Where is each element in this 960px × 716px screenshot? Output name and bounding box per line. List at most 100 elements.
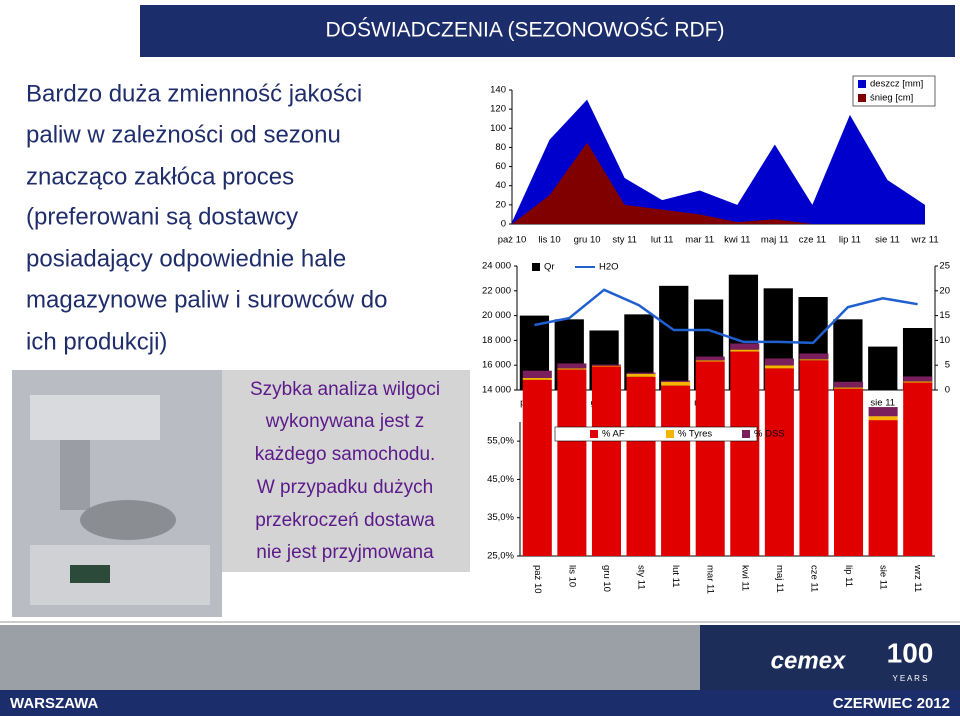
legend-label: % DSS — [754, 429, 785, 440]
bar-segment — [522, 370, 552, 378]
bar-segment — [799, 360, 829, 556]
legend-label: Qr — [544, 262, 555, 273]
y2-tick-label: 20 — [939, 285, 950, 296]
y-tick-label: 40 — [495, 180, 506, 191]
bar-segment — [626, 372, 656, 374]
bar-segment — [626, 376, 656, 556]
y-tick-label: 16 000 — [482, 360, 511, 371]
bar — [833, 319, 863, 390]
bar-segment — [868, 416, 898, 421]
y-tick-label: 140 — [490, 85, 506, 96]
logo: cemex — [771, 647, 847, 674]
bar-segment — [903, 382, 933, 556]
chart: 25,0% 35,0% 45,0% 55,0% paż 10 lis 10 gru 10 st… — [487, 343, 935, 594]
legend-box — [852, 75, 936, 107]
text-line: nie jest przyjmowana — [256, 542, 434, 563]
y-tick-label: 18 000 — [482, 335, 511, 346]
y-tick-label: 120 — [490, 104, 506, 115]
footer-bar — [0, 690, 960, 716]
bar-segment — [591, 365, 621, 367]
legend-swatch — [858, 94, 866, 102]
note-box — [222, 370, 470, 572]
text-line: wykonywana jest z — [265, 411, 424, 432]
y-tick-label: 80 — [495, 142, 506, 153]
text-line: każdego samochodu. — [255, 444, 436, 465]
x-tick-label: sie 11 — [878, 565, 889, 590]
bar-segment — [834, 387, 864, 389]
y2-tick-label: 10 — [939, 335, 950, 346]
x-tick-label: cze 11 — [799, 235, 826, 246]
x-tick-label: lis 10 — [538, 235, 560, 246]
y-tick-label: 45,0% — [487, 474, 514, 485]
bar-segment — [764, 358, 794, 366]
bar — [868, 346, 898, 390]
y2-tick-label: 5 — [945, 360, 950, 371]
bar-segment — [834, 381, 864, 388]
bar-segment — [661, 381, 691, 386]
y-tick-label: 20 — [495, 199, 506, 210]
x-tick-label: kwi 11 — [724, 235, 750, 246]
bar-segment — [730, 351, 760, 556]
bar-segment — [661, 380, 691, 382]
legend-label: śnieg [cm] — [870, 93, 913, 104]
main-text: Bardzo duża zmienność jakości paliw w za… — [26, 80, 388, 355]
x-tick-label: sty 11 — [612, 235, 637, 246]
y-tick-label: 14 000 — [482, 385, 511, 396]
bar-segment — [730, 349, 760, 352]
legend-label: H2O — [599, 262, 619, 273]
bar-segment — [557, 369, 587, 556]
bar-segment — [730, 343, 760, 350]
x-tick-label: wrz 11 — [912, 564, 923, 592]
y2-tick-label: 0 — [945, 385, 950, 396]
text-line: posiadający odpowiednie hale — [26, 245, 346, 272]
text-line: znacząco zakłóca proces — [26, 163, 294, 190]
bar-segment — [626, 373, 656, 377]
x-tick-label: maj 11 — [774, 565, 785, 593]
footer-right: CZERWIEC 2012 — [833, 695, 950, 712]
x-tick-label: sie 11 — [875, 235, 900, 246]
legend-label: % AF — [602, 429, 625, 440]
y2-tick-label: 25 — [939, 261, 950, 272]
legend-swatch — [666, 430, 674, 438]
bar-segment — [695, 356, 725, 361]
bar-segment — [764, 368, 794, 556]
text-line: Bardzo duża zmienność jakości — [26, 80, 362, 107]
anniversary: 100 — [887, 637, 934, 668]
bar-segment — [522, 377, 552, 380]
y-tick-label: 100 — [490, 123, 506, 134]
x-tick-label: paż 10 — [498, 235, 527, 246]
bar-segment — [903, 381, 933, 383]
note-text: Szybka analiza wilgoci wykonywana jest z… — [250, 379, 440, 563]
header-title: DOŚWIADCZENIA (SEZONOWOŚĆ RDF) — [326, 18, 725, 42]
bar-segment — [764, 365, 794, 369]
bar-segment — [695, 360, 725, 362]
text-line: paliw w zależności od sezonu — [26, 121, 341, 148]
y-tick-label: 60 — [495, 161, 506, 172]
area — [512, 142, 925, 224]
x-tick-label: sty 11 — [636, 565, 647, 590]
text-line: przekroczeń dostawa — [255, 510, 435, 531]
text-line: magazynowe paliw i surowców do — [26, 286, 388, 313]
bar-segment — [799, 359, 829, 361]
text-line: W przypadku dużych — [257, 477, 433, 498]
x-tick-label: maj 11 — [761, 235, 789, 246]
x-tick-label: cze 11 — [808, 565, 819, 592]
x-tick-label: kwi 11 — [739, 565, 750, 591]
y-tick-label: 55,0% — [487, 436, 514, 447]
bar-segment — [557, 368, 587, 370]
x-tick-label: sie 11 — [870, 398, 895, 409]
y-tick-label: 25,0% — [487, 551, 514, 562]
text-line: Szybka analiza wilgoci — [250, 379, 440, 400]
x-tick-label: lis 10 — [566, 565, 577, 587]
y-tick-label: 35,0% — [487, 512, 514, 523]
legend-swatch — [742, 430, 750, 438]
y-tick-label: 22 000 — [482, 285, 511, 296]
anniversary-sub: Y E A R S — [893, 674, 928, 683]
logo-area — [700, 625, 960, 690]
bar-segment — [591, 364, 621, 366]
x-tick-label: lut 11 — [670, 565, 681, 588]
line — [534, 288, 918, 345]
legend-label: % Tyres — [678, 429, 712, 440]
legend-swatch — [532, 263, 540, 271]
